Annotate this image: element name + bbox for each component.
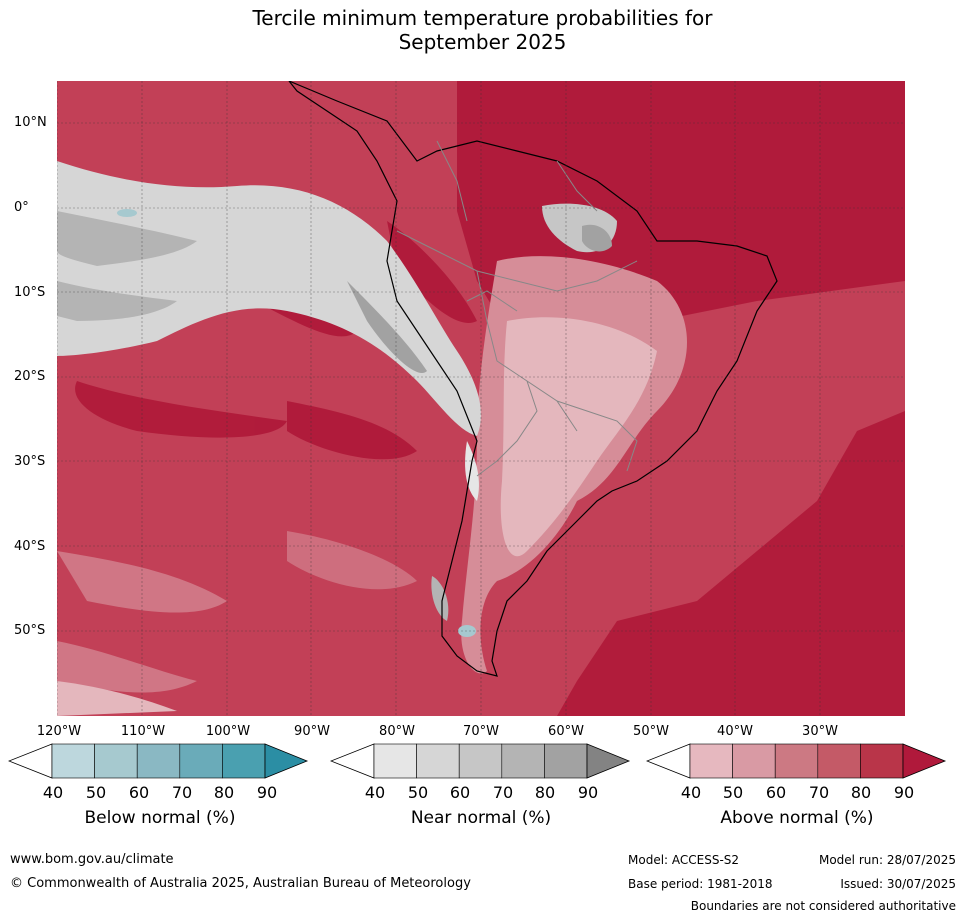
colorbar-below-normal xyxy=(8,743,309,779)
colorbar-swatch xyxy=(860,743,904,779)
lat-label-20s: 20°S xyxy=(14,369,46,384)
cb-tick: 70 xyxy=(492,783,514,802)
colorbar-below-swatches xyxy=(8,743,309,779)
lat-label-10n: 10°N xyxy=(14,115,47,130)
colorbar-near-normal xyxy=(330,743,631,779)
lon-label-100w: 100°W xyxy=(205,724,251,739)
near-normal-areas xyxy=(57,161,617,621)
south-america-coastline xyxy=(288,81,778,677)
colorbar-extend-low xyxy=(330,743,375,779)
colorbar-extend-low xyxy=(646,743,691,779)
lon-label-90w: 90°W xyxy=(294,724,330,739)
cb-tick: 80 xyxy=(213,783,235,802)
title-line-2: September 2025 xyxy=(398,30,567,54)
colorbar-below-title: Below normal (%) xyxy=(84,808,236,828)
lon-label-70w: 70°W xyxy=(463,724,499,739)
lat-label-0: 0° xyxy=(14,200,29,215)
lon-label-110w: 110°W xyxy=(120,724,166,739)
colorbar-swatch xyxy=(179,743,223,779)
cb-tick: 50 xyxy=(722,783,744,802)
colorbar-swatch xyxy=(136,743,181,779)
cb-tick: 90 xyxy=(893,783,915,802)
lat-label-30s: 30°S xyxy=(14,454,46,469)
lon-label-50w: 50°W xyxy=(633,724,669,739)
colorbar-swatch xyxy=(222,743,266,779)
colorbar-swatch xyxy=(51,743,95,779)
cb-tick: 90 xyxy=(256,783,278,802)
colorbar-swatch xyxy=(817,743,861,779)
country-borders xyxy=(396,140,638,477)
lon-label-60w: 60°W xyxy=(548,724,584,739)
colorbar-swatch xyxy=(458,743,503,779)
colorbar-above-title: Above normal (%) xyxy=(720,808,874,828)
lon-label-40w: 40°W xyxy=(717,724,753,739)
cb-tick: 70 xyxy=(171,783,193,802)
model-run-date: Model run: 28/07/2025 xyxy=(818,853,956,867)
cb-tick: 60 xyxy=(449,783,471,802)
copyright-text: © Commonwealth of Australia 2025, Austra… xyxy=(10,876,471,891)
colorbar-near-title: Near normal (%) xyxy=(410,808,552,828)
graticule xyxy=(57,81,905,716)
colorbar-swatch xyxy=(544,743,588,779)
cb-tick: 40 xyxy=(364,783,386,802)
lat-label-10s: 10°S xyxy=(14,285,46,300)
lon-label-30w: 30°W xyxy=(802,724,838,739)
base-period: Base period: 1981-2018 xyxy=(628,877,773,891)
colorbar-near-swatches xyxy=(330,743,631,779)
colorbar-above-swatches xyxy=(646,743,947,779)
colorbar-extend-low xyxy=(8,743,53,779)
colorbar-above-normal xyxy=(646,743,947,779)
cb-tick: 90 xyxy=(577,783,599,802)
colorbar-swatch xyxy=(689,743,733,779)
colorbar-swatch xyxy=(416,743,460,779)
colorbar-swatch xyxy=(501,743,545,779)
cb-tick: 80 xyxy=(850,783,872,802)
colorbar-extend-high xyxy=(586,743,631,779)
issued-date: Issued: 30/07/2025 xyxy=(840,877,956,891)
colorbar-swatch xyxy=(774,743,819,779)
map-title: Tercile minimum temperature probabilitie… xyxy=(0,6,965,54)
colorbar-extend-high xyxy=(264,743,309,779)
colorbar-swatch xyxy=(94,743,138,779)
colorbar-extend-high xyxy=(902,743,947,779)
cb-tick: 40 xyxy=(42,783,64,802)
cb-tick: 50 xyxy=(85,783,107,802)
cb-tick: 60 xyxy=(765,783,787,802)
title-line-1: Tercile minimum temperature probabilitie… xyxy=(252,6,713,30)
cb-tick: 80 xyxy=(534,783,556,802)
lon-label-120w: 120°W xyxy=(36,724,82,739)
colorbar-swatch xyxy=(732,743,776,779)
boundaries-disclaimer: Boundaries are not considered authoritat… xyxy=(690,899,956,913)
cb-tick: 70 xyxy=(808,783,830,802)
bom-url-link[interactable]: www.bom.gov.au/climate xyxy=(10,852,174,867)
lat-label-40s: 40°S xyxy=(14,539,46,554)
cb-tick: 50 xyxy=(407,783,429,802)
lon-label-80w: 80°W xyxy=(379,724,415,739)
cb-tick: 60 xyxy=(128,783,150,802)
model-name: Model: ACCESS-S2 xyxy=(628,853,740,867)
probability-map xyxy=(57,81,905,716)
colorbar-swatch xyxy=(373,743,417,779)
cb-tick: 40 xyxy=(680,783,702,802)
lat-label-50s: 50°S xyxy=(14,623,46,638)
